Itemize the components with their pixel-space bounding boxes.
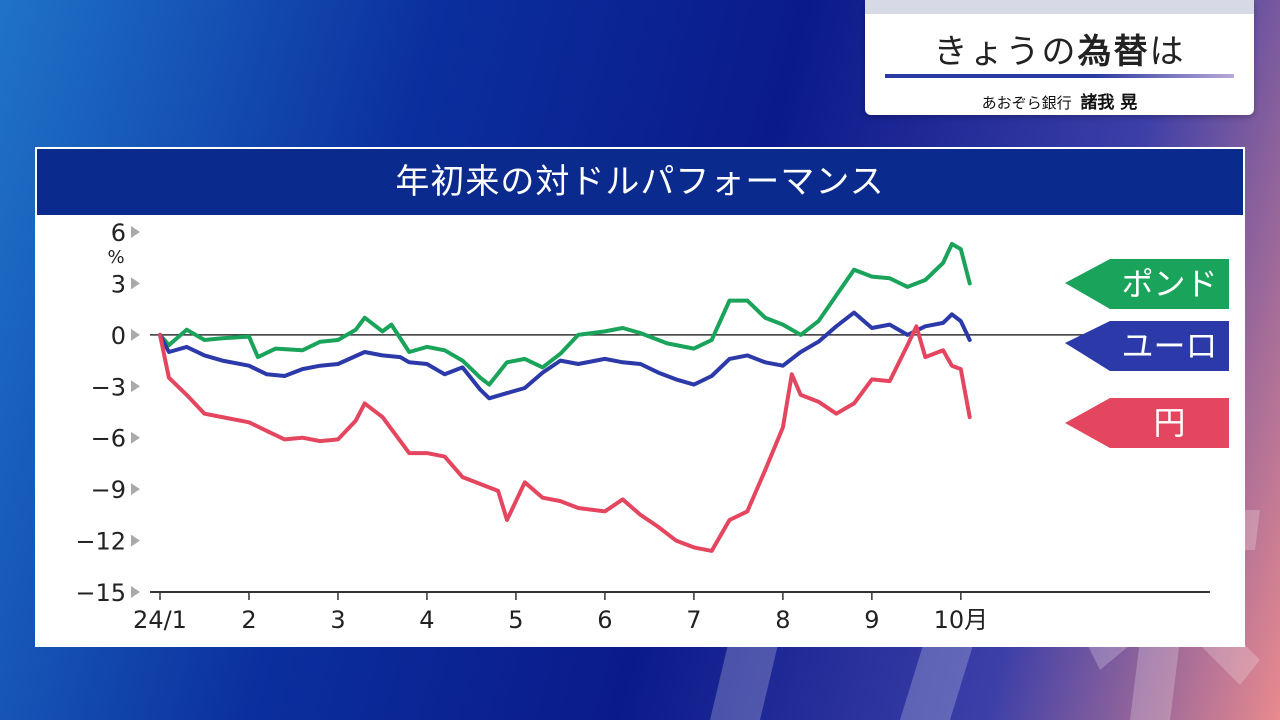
y-tick-marker xyxy=(131,483,140,496)
x-tick-label: 24/1 xyxy=(133,606,187,634)
legend-label-1: ポンド xyxy=(1121,265,1217,303)
x-tick-label: 3 xyxy=(330,606,345,634)
series-line-2 xyxy=(158,310,972,401)
y-unit-label: % xyxy=(107,247,124,268)
y-tick-label: 3 xyxy=(111,270,126,298)
legend-label-2: ユーロ xyxy=(1121,327,1217,365)
topic-title-plain-1: きょうの xyxy=(933,32,1078,72)
y-tick-label: −12 xyxy=(75,528,126,556)
x-tick-label: 5 xyxy=(508,606,523,634)
chart-panel: 年初来の対ドルパフォーマンス xyxy=(35,147,1245,647)
series-line-1 xyxy=(158,242,972,387)
x-tick-label: 7 xyxy=(686,606,701,634)
x-tick-label: 4 xyxy=(419,606,434,634)
topic-title: きょうの為替は xyxy=(865,24,1254,73)
legend-tag-2 xyxy=(1065,321,1229,371)
x-tick-label: 9 xyxy=(864,606,879,634)
y-tick-label: −9 xyxy=(91,476,126,504)
topic-strip xyxy=(865,0,1254,14)
y-tick-label: −15 xyxy=(75,579,126,607)
bank-name: あおぞら銀行 xyxy=(981,94,1072,112)
chart-title: 年初来の対ドルパフォーマンス xyxy=(37,149,1243,215)
y-tick-marker xyxy=(131,328,140,341)
y-tick-label: −3 xyxy=(91,373,126,401)
y-tick-marker xyxy=(131,277,140,290)
topic-title-plain-2: は xyxy=(1149,32,1186,72)
x-tick-label: 10月 xyxy=(934,606,989,634)
y-tick-marker xyxy=(131,226,140,238)
y-tick-label: −6 xyxy=(91,425,126,453)
x-tick-label: 2 xyxy=(241,606,256,634)
legend-tag-1 xyxy=(1065,259,1229,309)
y-tick-marker xyxy=(131,380,140,393)
x-tick-label: 6 xyxy=(597,606,612,634)
y-tick-label: 0 xyxy=(111,322,126,350)
y-tick-marker xyxy=(131,431,140,444)
y-tick-marker xyxy=(131,534,140,547)
y-tick-label: 6 xyxy=(111,219,126,247)
topic-subtitle: あおぞら銀行 諸我 晃 xyxy=(865,88,1254,113)
y-tick-marker xyxy=(131,586,140,598)
topic-underline xyxy=(885,74,1234,78)
topic-box: きょうの為替は あおぞら銀行 諸我 晃 xyxy=(865,0,1254,115)
topic-title-bold: 為替 xyxy=(1077,32,1150,72)
legend-tag-3 xyxy=(1065,398,1229,448)
x-tick-label: 8 xyxy=(775,606,790,634)
legend-label-3: 円 xyxy=(1153,404,1185,442)
person-name: 諸我 晃 xyxy=(1080,93,1138,113)
series-line-3 xyxy=(158,324,972,553)
